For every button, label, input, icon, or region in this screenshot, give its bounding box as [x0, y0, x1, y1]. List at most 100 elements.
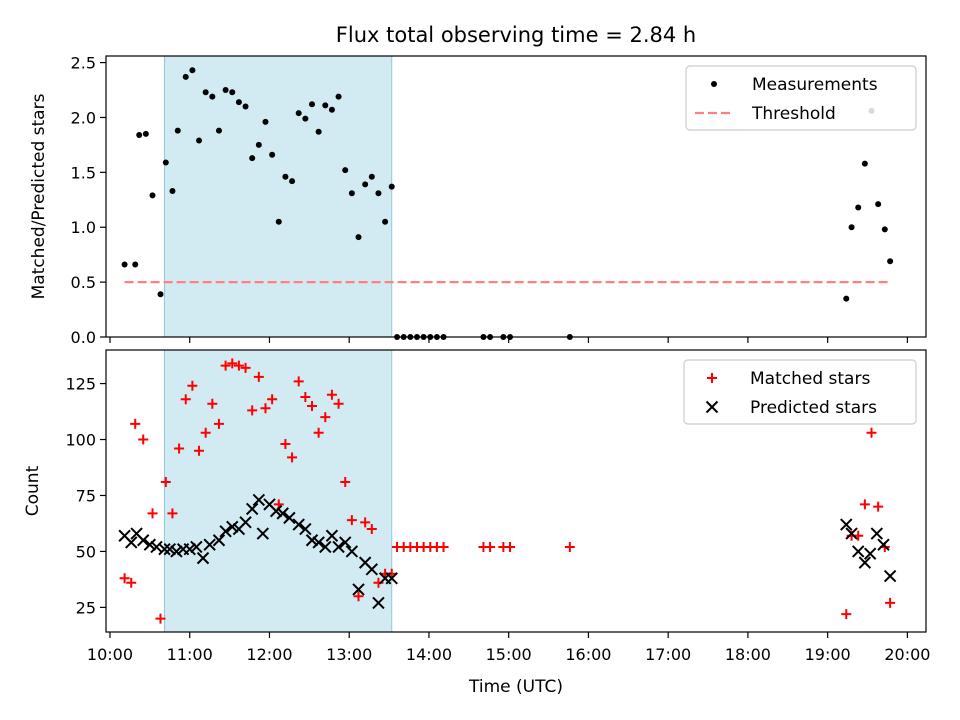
data-point	[132, 261, 139, 268]
data-point	[269, 151, 276, 158]
legend-marker	[711, 81, 717, 87]
data-point	[885, 597, 896, 608]
data-point	[275, 218, 282, 225]
data-point	[220, 360, 231, 371]
legend-label: Measurements	[752, 75, 878, 95]
data-point	[196, 137, 203, 144]
panel-2: 25 50 75 100 125 10:00 11:00 12:00 13:00 14:00 15:…	[23, 349, 930, 664]
data-point	[388, 183, 395, 190]
y-tick-label: 125	[65, 375, 96, 394]
data-point	[883, 569, 897, 583]
data-point	[187, 380, 198, 391]
data-point	[840, 518, 853, 531]
data-point	[125, 536, 138, 549]
data-point	[887, 258, 894, 265]
data-point	[875, 201, 882, 208]
y-tick-label: 100	[65, 431, 96, 450]
legend-label: Matched stars	[750, 369, 870, 389]
data-point	[212, 534, 226, 547]
data-point	[292, 518, 305, 531]
y-tick-label: 50	[76, 542, 96, 561]
data-point	[841, 609, 852, 620]
data-point	[207, 398, 218, 409]
data-point	[183, 542, 196, 556]
data-point	[881, 226, 888, 233]
series-predicted-stars	[118, 493, 897, 610]
data-point	[247, 405, 258, 416]
data-point	[353, 591, 364, 602]
data-point	[362, 181, 369, 188]
data-point	[252, 493, 266, 507]
data-point	[877, 538, 890, 551]
data-point	[320, 412, 331, 423]
data-point	[174, 443, 185, 454]
y-tick-label: 75	[76, 486, 96, 505]
data-point	[342, 167, 349, 174]
data-point	[564, 541, 575, 552]
highlight-span	[164, 56, 392, 337]
data-point	[256, 527, 270, 540]
data-point	[438, 541, 449, 552]
data-point	[174, 127, 181, 134]
data-point	[300, 392, 311, 402]
data-point	[136, 132, 143, 139]
data-point	[852, 545, 865, 558]
data-point	[160, 477, 171, 488]
data-point	[200, 427, 211, 438]
data-point	[147, 508, 158, 519]
y-tick-label: 1.5	[71, 163, 96, 182]
data-point	[345, 545, 359, 558]
data-point	[276, 507, 289, 520]
data-point	[305, 534, 319, 547]
legend-label: Predicted stars	[750, 398, 877, 418]
data-point	[848, 224, 855, 231]
data-point	[194, 445, 205, 456]
data-point	[267, 394, 278, 405]
data-point	[866, 427, 877, 438]
legend-label: Threshold	[751, 104, 836, 124]
x-axis-label: Time (UTC)	[468, 677, 563, 697]
legend: Measurements Threshold	[685, 65, 917, 131]
data-point	[196, 551, 210, 565]
data-point	[328, 106, 335, 113]
data-point	[227, 358, 238, 369]
data-point	[157, 291, 164, 298]
axes-frame	[105, 55, 927, 338]
data-point	[312, 536, 325, 549]
x-tick-label: 19:00	[805, 645, 851, 664]
data-point	[855, 204, 862, 211]
data-point	[169, 188, 176, 195]
x-tick-label: 11:00	[167, 645, 213, 664]
data-point	[282, 173, 289, 180]
data-point	[202, 89, 209, 96]
data-point	[235, 99, 242, 106]
data-point	[365, 563, 379, 576]
data-point	[326, 389, 337, 400]
y-tick-label: 0.5	[71, 273, 96, 292]
data-point	[382, 218, 389, 225]
data-point	[245, 502, 259, 516]
data-point	[233, 360, 244, 371]
data-point	[255, 141, 262, 148]
data-point	[375, 190, 382, 197]
data-point	[863, 547, 877, 560]
data-point	[121, 261, 128, 268]
data-point	[269, 504, 283, 518]
chart-title: Flux total observing time = 2.84 h	[336, 23, 696, 47]
data-point	[126, 577, 137, 588]
data-point	[253, 371, 264, 382]
data-point	[505, 541, 516, 552]
data-point	[870, 527, 884, 540]
y-axis-label: Count	[23, 465, 43, 516]
data-point	[239, 516, 252, 529]
data-point	[130, 418, 141, 429]
legend-box	[685, 65, 917, 131]
data-point	[189, 67, 196, 74]
data-point	[213, 418, 224, 429]
data-point	[242, 103, 249, 110]
legend-box	[683, 359, 917, 425]
x-tick-label: 16:00	[565, 645, 611, 664]
data-point	[360, 517, 371, 528]
data-point	[182, 73, 189, 80]
data-point	[167, 508, 178, 519]
